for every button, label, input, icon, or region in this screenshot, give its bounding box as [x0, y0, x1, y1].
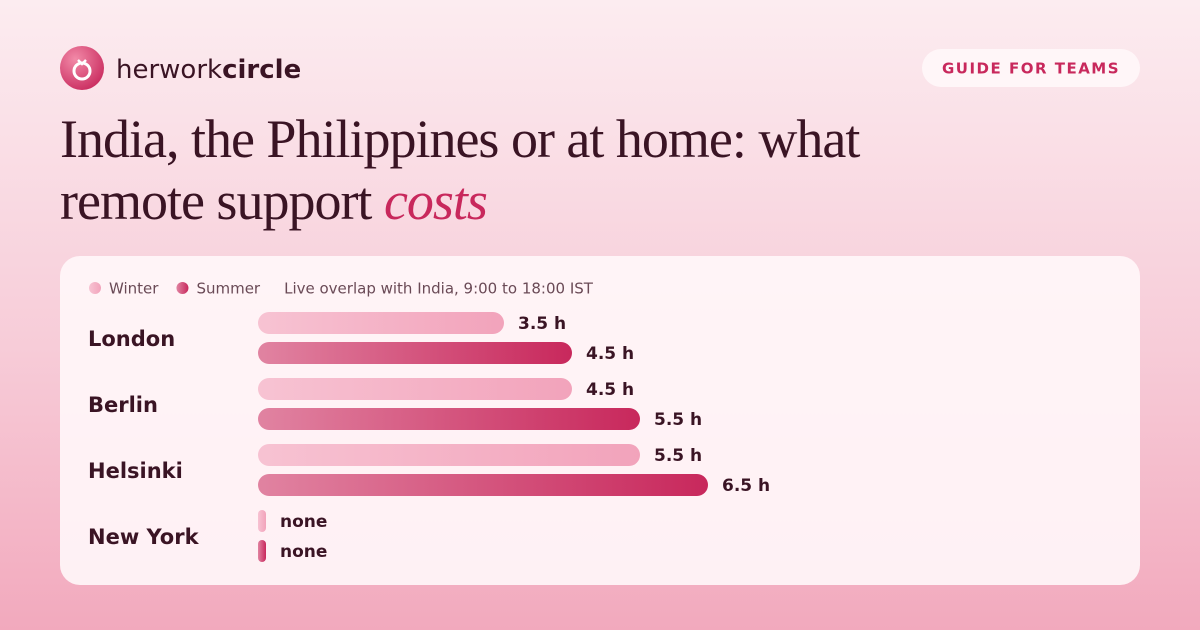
- brand-bold: circle: [222, 55, 301, 85]
- category-label: London: [88, 327, 175, 351]
- value-label: 5.5 h: [654, 446, 702, 466]
- title-emphasis: costs: [383, 171, 488, 231]
- bar: [258, 510, 266, 532]
- title-text: India, the Philippines or at home: what …: [60, 109, 860, 231]
- legend-swatch: [89, 282, 101, 294]
- value-label: 6.5 h: [722, 476, 770, 496]
- logo-gem: [77, 59, 87, 66]
- bar: [258, 540, 266, 562]
- bar: [258, 312, 504, 334]
- value-label: 4.5 h: [586, 380, 634, 400]
- legend-label: Winter: [109, 280, 159, 298]
- bar: [258, 474, 708, 496]
- legend-swatch: [176, 282, 189, 294]
- brand: herworkcircle: [116, 55, 301, 85]
- value-label: none: [280, 512, 327, 532]
- category-label: Berlin: [88, 393, 158, 417]
- chart-note: Live overlap with India, 9:00 to 18:00 I…: [284, 280, 594, 298]
- category-label: New York: [88, 525, 200, 549]
- bar: [258, 378, 572, 400]
- value-label: none: [280, 542, 327, 562]
- value-label: 3.5 h: [518, 314, 566, 334]
- category-label: Helsinki: [88, 459, 183, 483]
- value-label: 5.5 h: [654, 410, 702, 430]
- bar: [258, 444, 640, 466]
- brand-regular: herwork: [116, 55, 222, 85]
- badge-bg: [922, 49, 1140, 87]
- bar: [258, 408, 640, 430]
- title: India, the Philippines or at home: what …: [60, 108, 960, 232]
- logo-mark: [60, 46, 104, 90]
- bar: [258, 342, 572, 364]
- chart: Winter Summer Live overlap with India, 9:0…: [88, 280, 770, 562]
- legend-label: Summer: [196, 280, 260, 298]
- value-label: 4.5 h: [586, 344, 634, 364]
- badge: GUIDE FOR TEAMS: [942, 60, 1120, 78]
